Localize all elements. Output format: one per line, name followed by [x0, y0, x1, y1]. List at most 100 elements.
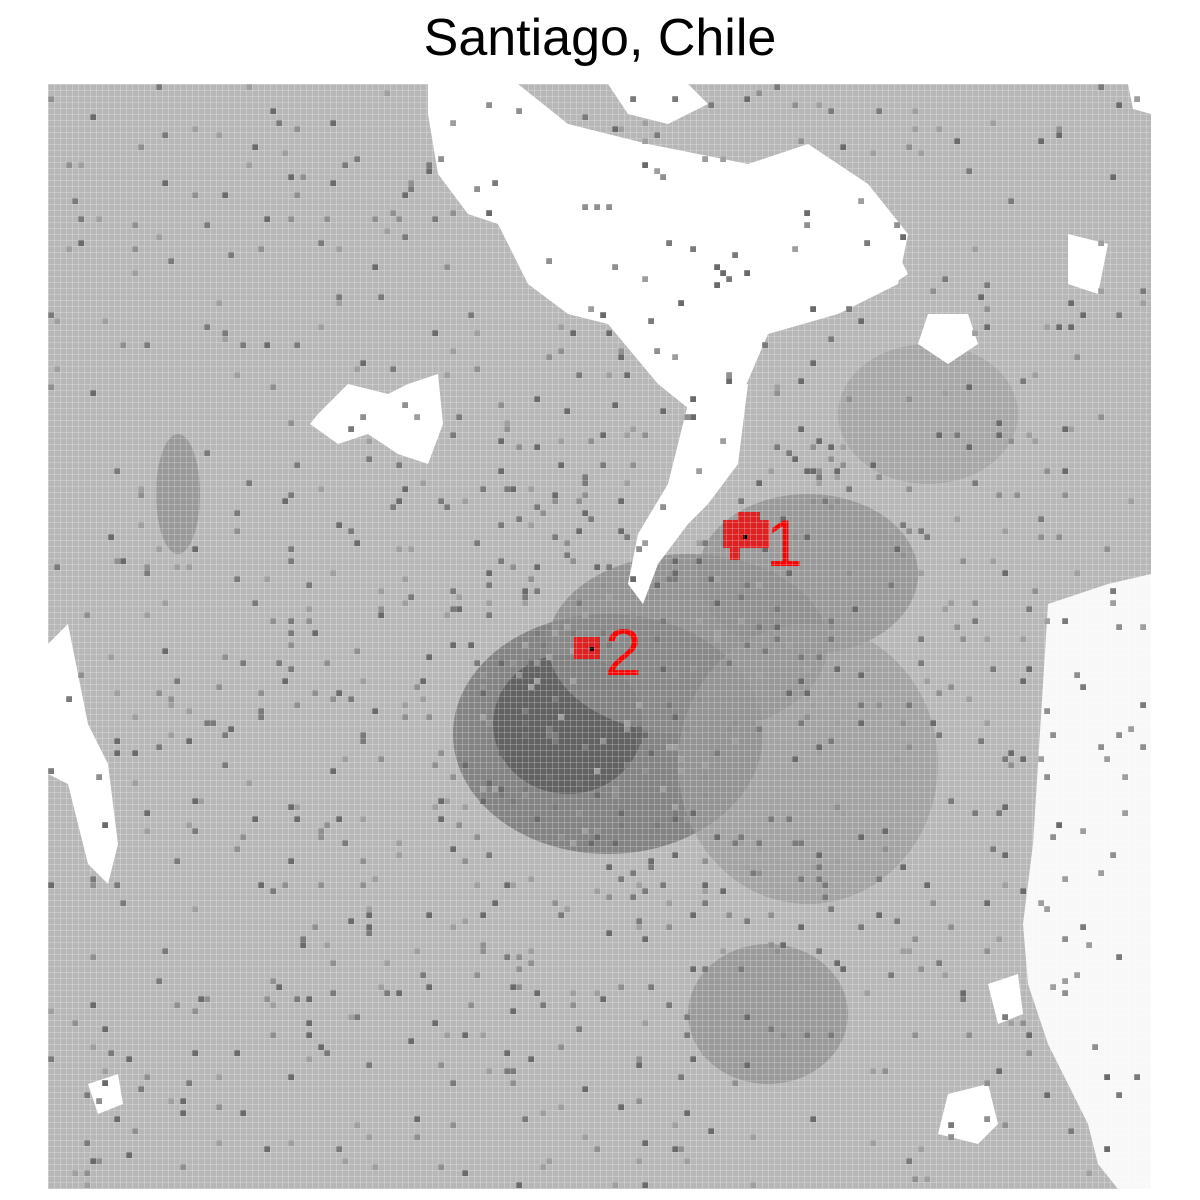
texture-pixel	[762, 648, 768, 654]
texture-pixel	[300, 174, 306, 180]
texture-pixel	[1050, 984, 1056, 990]
texture-pixel	[618, 354, 624, 360]
texture-pixel	[756, 90, 762, 96]
texture-pixel	[570, 1002, 576, 1008]
texture-pixel	[642, 1020, 648, 1026]
texture-pixel	[402, 576, 408, 582]
texture-pixel	[498, 660, 504, 666]
texture-pixel	[294, 816, 300, 822]
texture-pixel	[702, 858, 708, 864]
texture-pixel	[222, 192, 228, 198]
texture-pixel	[168, 732, 174, 738]
texture-pixel	[834, 960, 840, 966]
texture-pixel	[576, 600, 582, 606]
texture-pixel	[900, 522, 906, 528]
texture-pixel	[390, 366, 396, 372]
texture-pixel	[228, 252, 234, 258]
texture-pixel	[786, 570, 792, 576]
texture-pixel	[618, 348, 624, 354]
texture-pixel	[330, 180, 336, 186]
texture-pixel	[972, 480, 978, 486]
texture-pixel	[486, 720, 492, 726]
texture-pixel	[618, 984, 624, 990]
marker-1: 1	[723, 506, 803, 580]
texture-pixel	[300, 936, 306, 942]
texture-pixel	[726, 378, 732, 384]
texture-pixel	[312, 924, 318, 930]
texture-pixel	[798, 378, 804, 384]
texture-pixel	[702, 882, 708, 888]
texture-pixel	[534, 564, 540, 570]
texture-pixel	[756, 720, 762, 726]
texture-pixel	[756, 582, 762, 588]
texture-pixel	[414, 1134, 420, 1140]
texture-pixel	[594, 828, 600, 834]
texture-pixel	[990, 846, 996, 852]
texture-pixel	[498, 402, 504, 408]
texture-pixel	[348, 528, 354, 534]
texture-pixel	[402, 402, 408, 408]
texture-pixel	[1032, 438, 1038, 444]
texture-pixel	[282, 678, 288, 684]
texture-pixel	[558, 714, 564, 720]
texture-pixel	[168, 1098, 174, 1104]
texture-pixel	[666, 240, 672, 246]
texture-pixel	[450, 846, 456, 852]
texture-pixel	[864, 666, 870, 672]
texture-pixel	[534, 504, 540, 510]
texture-pixel	[330, 120, 336, 126]
texture-pixel	[174, 564, 180, 570]
texture-pixel	[1044, 1092, 1050, 1098]
texture-pixel	[396, 840, 402, 846]
texture-pixel	[318, 486, 324, 492]
texture-pixel	[630, 576, 636, 582]
texture-pixel	[234, 510, 240, 516]
texture-pixel	[462, 804, 468, 810]
texture-pixel	[576, 1026, 582, 1032]
texture-pixel	[810, 360, 816, 366]
texture-pixel	[132, 750, 138, 756]
texture-pixel	[936, 690, 942, 696]
texture-pixel	[180, 1110, 186, 1116]
texture-pixel	[582, 1086, 588, 1092]
texture-pixel	[546, 726, 552, 732]
texture-pixel	[660, 408, 666, 414]
texture-pixel	[834, 720, 840, 726]
texture-pixel	[1098, 288, 1104, 294]
texture-pixel	[294, 126, 300, 132]
texture-pixel	[690, 666, 696, 672]
texture-pixel	[234, 528, 240, 534]
texture-pixel	[642, 732, 648, 738]
texture-pixel	[588, 516, 594, 522]
texture-pixel	[696, 468, 702, 474]
texture-pixel	[966, 168, 972, 174]
texture-pixel	[456, 822, 462, 828]
texture-pixel	[1140, 702, 1146, 708]
texture-pixel	[654, 636, 660, 642]
texture-pixel	[288, 858, 294, 864]
texture-pixel	[426, 654, 432, 660]
texture-pixel	[1104, 546, 1110, 552]
texture-pixel	[666, 702, 672, 708]
texture-pixel	[744, 642, 750, 648]
texture-pixel	[798, 984, 804, 990]
texture-pixel	[1056, 534, 1062, 540]
texture-pixel	[582, 492, 588, 498]
texture-pixel	[912, 936, 918, 942]
texture-pixel	[156, 744, 162, 750]
texture-pixel	[834, 468, 840, 474]
texture-pixel	[450, 924, 456, 930]
texture-pixel	[1068, 426, 1074, 432]
texture-pixel	[600, 312, 606, 318]
texture-pixel	[174, 678, 180, 684]
texture-pixel	[1110, 600, 1116, 606]
texture-pixel	[756, 726, 762, 732]
texture-pixel	[594, 888, 600, 894]
texture-pixel	[222, 336, 228, 342]
texture-pixel	[246, 162, 252, 168]
texture-pixel	[156, 546, 162, 552]
texture-pixel	[318, 324, 324, 330]
texture-pixel	[930, 720, 936, 726]
texture-pixel	[1116, 1092, 1122, 1098]
texture-pixel	[894, 546, 900, 552]
